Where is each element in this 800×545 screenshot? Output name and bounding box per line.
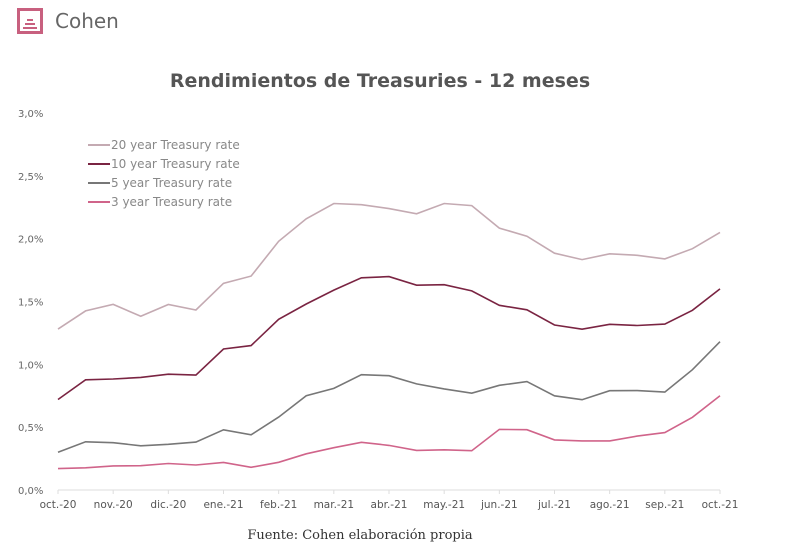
- legend-label: 20 year Treasury rate: [111, 138, 240, 152]
- y-tick-label: 1,5%: [18, 298, 43, 309]
- x-tick-label: mar.-21: [314, 499, 355, 511]
- x-tick-label: dic.-20: [150, 499, 186, 511]
- series-line-5y: [57, 341, 721, 454]
- chart-title: Rendimientos de Treasuries - 12 meses: [169, 70, 591, 92]
- y-tick-label: 0,5%: [18, 423, 43, 434]
- x-tick-label: jun.-21: [480, 499, 518, 511]
- legend-label: 5 year Treasury rate: [111, 176, 232, 190]
- y-tick-label: 2,0%: [18, 235, 43, 246]
- x-tick-label: nov.-20: [94, 499, 133, 511]
- legend-label: 10 year Treasury rate: [111, 157, 240, 171]
- logo-icon: [17, 8, 43, 34]
- series-line-20y: [57, 202, 721, 330]
- brand-logo: Cohen: [17, 8, 119, 34]
- x-tick-label: ago.-21: [590, 499, 630, 511]
- brand-name: Cohen: [55, 9, 119, 33]
- y-tick-label: 1,0%: [18, 360, 43, 371]
- legend-label: 3 year Treasury rate: [111, 195, 232, 209]
- x-tick-label: abr.-21: [371, 499, 408, 511]
- series-line-3y: [57, 395, 721, 470]
- y-tick-label: 3,0%: [18, 109, 43, 120]
- y-tick-label: 0,0%: [18, 486, 43, 497]
- x-tick-label: feb.-21: [260, 499, 297, 511]
- x-tick-label: may.-21: [423, 499, 465, 511]
- x-tick-label: jul.-21: [537, 499, 571, 511]
- y-tick-label: 2,5%: [18, 172, 43, 183]
- x-tick-label: oct.-21: [702, 499, 739, 511]
- x-tick-label: ene.-21: [203, 499, 243, 511]
- series-line-10y: [57, 275, 721, 401]
- source-note: Fuente: Cohen elaboración propia: [247, 528, 473, 543]
- x-tick-label: sep.-21: [645, 499, 684, 511]
- x-tick-label: oct.-20: [40, 499, 77, 511]
